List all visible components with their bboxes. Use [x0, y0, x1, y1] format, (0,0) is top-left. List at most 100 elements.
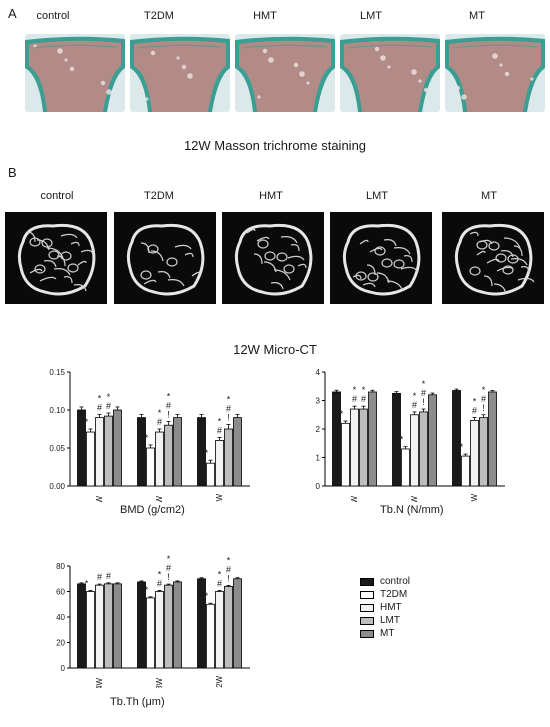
significance-mark: # — [166, 400, 171, 410]
significance-mark: # — [421, 388, 426, 398]
bar-t2dm-12w — [206, 462, 215, 487]
bar-mt-8w — [173, 417, 182, 487]
bar-mt-8w — [428, 394, 437, 487]
legend-item-control: control — [360, 575, 410, 588]
bar-control-4w — [77, 583, 86, 669]
bar-hmt-12w — [215, 440, 224, 487]
significance-mark: * — [218, 416, 222, 426]
significance-mark: ! — [422, 397, 425, 407]
significance-mark: # — [157, 417, 162, 427]
masson-image-mt — [445, 34, 545, 112]
legend-item-t2dm: T2DM — [360, 588, 410, 601]
significance-mark: ! — [227, 573, 230, 583]
significance-mark: # — [97, 403, 102, 413]
significance-mark: # — [352, 394, 357, 404]
bar-hmt-4w — [95, 417, 104, 487]
significance-mark: * — [85, 417, 89, 427]
significance-mark: ! — [167, 572, 170, 582]
panel-a-label-control: control — [36, 10, 70, 22]
significance-mark: # — [361, 394, 366, 404]
panel-a-caption: 12W Masson trichrome staining — [183, 138, 367, 153]
bar-hmt-4w — [350, 408, 359, 487]
significance-mark: * — [167, 391, 171, 401]
significance-mark: ! — [227, 412, 230, 422]
bar-t2dm-12w — [461, 455, 470, 487]
bar-hmt-8w — [410, 414, 419, 487]
micro-ct-image-t2dm — [114, 212, 216, 304]
legend-item-hmt: HMT — [360, 601, 410, 614]
significance-mark: # — [226, 564, 231, 574]
panel-b-label-hmt: HMT — [259, 190, 283, 202]
significance-mark: * — [167, 554, 171, 564]
legend-swatch-control — [360, 577, 374, 586]
bar-mt-12w — [488, 391, 497, 487]
panel-b-label-lmt: LMT — [366, 190, 388, 202]
bar-lmt-12w — [224, 586, 233, 669]
significance-mark: * — [158, 408, 162, 418]
significance-mark: * — [362, 385, 366, 395]
bar-control-12w — [452, 390, 461, 487]
x-tick-label: 4W — [95, 496, 104, 502]
bar-mt-4w — [368, 391, 377, 487]
legend-swatch-lmt — [360, 616, 374, 625]
bar-lmt-4w — [359, 408, 368, 487]
significance-mark: * — [413, 391, 417, 401]
y-tick-label: 1 — [316, 454, 321, 463]
x-tick-label: 12W — [215, 675, 224, 688]
bar-lmt-8w — [164, 584, 173, 669]
significance-mark: # — [472, 406, 477, 416]
legend-label-lmt: LMT — [380, 615, 400, 626]
significance-mark: * — [473, 397, 477, 407]
tbth-axis-label: Tb.Th (μm) — [110, 696, 165, 708]
legend-label-mt: MT — [380, 628, 395, 639]
significance-mark: * — [227, 394, 231, 404]
significance-mark: * — [353, 385, 357, 395]
y-tick-label: 0 — [61, 664, 66, 673]
significance-mark: # — [412, 400, 417, 410]
panel-a-label-t2dm: T2DM — [144, 10, 174, 22]
bar-t2dm-12w — [206, 603, 215, 669]
panel-a-letter: A — [8, 6, 17, 21]
legend-swatch-t2dm — [360, 590, 374, 599]
x-tick-label: 4W — [350, 496, 359, 502]
significance-mark: # — [97, 572, 102, 582]
legend-swatch-hmt — [360, 603, 374, 612]
legend-label-t2dm: T2DM — [380, 589, 408, 600]
bar-t2dm-8w — [401, 448, 410, 487]
significance-mark: * — [422, 379, 426, 389]
significance-mark: # — [217, 425, 222, 435]
legend-item-mt: MT — [360, 627, 410, 640]
panel-b-letter: B — [8, 165, 17, 180]
significance-mark: # — [166, 563, 171, 573]
y-tick-label: 60 — [56, 588, 65, 597]
y-tick-label: 0.15 — [49, 368, 65, 377]
bar-control-4w — [332, 391, 341, 487]
legend-item-lmt: LMT — [360, 614, 410, 627]
y-tick-label: 0 — [316, 482, 321, 491]
bar-t2dm-8w — [146, 597, 155, 669]
x-tick-label: 8W — [410, 496, 419, 502]
tbn-axis-label: Tb.N (N/mm) — [380, 504, 444, 516]
masson-image-hmt — [235, 34, 335, 112]
bar-control-12w — [197, 417, 206, 487]
significance-mark: ! — [167, 409, 170, 419]
bar-t2dm-4w — [86, 431, 95, 487]
bar-mt-4w — [113, 583, 122, 669]
bar-lmt-12w — [224, 428, 233, 487]
significance-mark: * — [145, 585, 149, 595]
panel-a-label-mt: MT — [469, 10, 485, 22]
y-tick-label: 0.05 — [49, 444, 65, 453]
x-tick-label: 8W — [155, 678, 164, 688]
bar-lmt-8w — [164, 424, 173, 487]
x-tick-label: 4W — [95, 678, 104, 688]
bar-lmt-4w — [104, 415, 113, 487]
masson-image-control — [25, 34, 125, 112]
micro-ct-image-mt — [442, 212, 544, 304]
panel-a-label-hmt: HMT — [253, 10, 277, 22]
masson-image-lmt — [340, 34, 440, 112]
bar-mt-12w — [233, 578, 242, 669]
significance-mark: * — [145, 433, 149, 443]
significance-mark: * — [400, 435, 404, 445]
